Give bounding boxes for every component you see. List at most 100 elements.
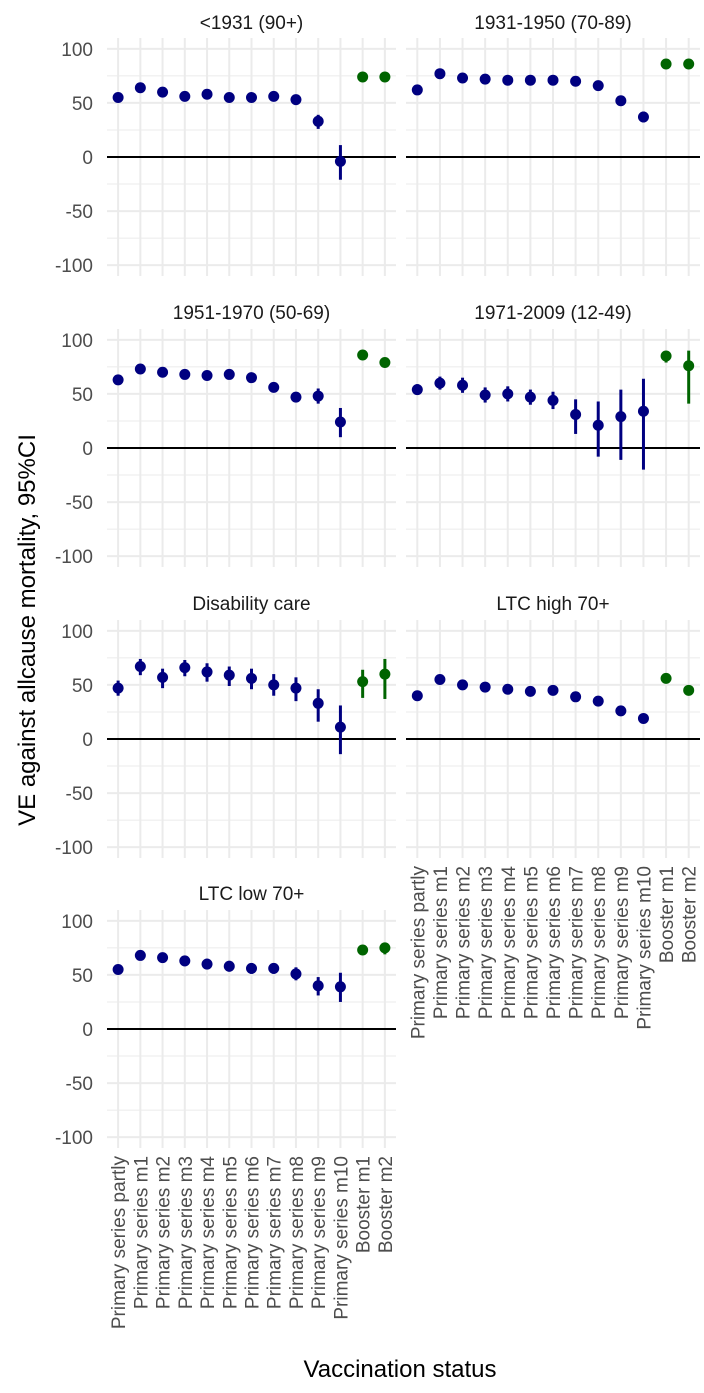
data-point [223,368,235,380]
y-tick-label: 100 [61,40,93,61]
y-tick-label: -100 [55,547,93,568]
x-tick-label: Primary series m2 [454,866,475,1019]
x-tick-label: Primary series m5 [220,1156,241,1309]
x-tick-label: Booster m2 [680,866,701,963]
panel: -100 -50 0 50 100 LTC low 70+ Primary series p… [55,884,397,1329]
x-tick-label: Primary series m7 [567,866,588,1019]
data-point [411,384,423,396]
data-point [312,390,324,402]
data-point [660,58,672,70]
data-point [683,684,695,696]
y-tick-label: -50 [66,202,93,223]
x-tick-label: Primary series m6 [243,1156,264,1309]
data-point [268,90,280,102]
data-point [457,679,469,691]
panel: -100 -50 0 50 100 1951-1970 (50-69) [55,303,396,568]
data-point [592,80,604,92]
data-point [246,92,257,103]
data-point [290,682,302,694]
data-point [637,111,649,123]
data-point [357,676,369,688]
panel-title: LTC high 70+ [496,594,609,615]
y-tick-label: 0 [82,439,93,460]
data-point [112,682,124,694]
data-point [570,75,582,87]
data-point [223,92,235,103]
data-point [502,388,514,400]
x-tick-label: Primary series partly [109,1156,130,1330]
x-axis-label: Vaccination status [304,1356,497,1383]
data-point [268,381,280,393]
y-tick-label: 100 [61,331,93,352]
x-tick-label: Primary series m10 [634,866,655,1030]
y-tick-label: -100 [55,256,93,277]
y-tick-label: 100 [61,912,93,933]
data-point [112,964,124,975]
data-point [246,372,257,384]
data-point [434,674,446,685]
data-point [570,691,582,703]
data-point [660,672,672,684]
data-point [134,661,146,673]
data-point [357,944,369,956]
x-tick-label: Primary series m3 [476,866,497,1019]
data-point [434,68,446,80]
data-point [134,82,146,94]
data-point [502,683,514,695]
data-point [223,960,235,972]
data-point [179,662,191,674]
x-tick-label: Primary series m7 [265,1156,286,1309]
y-tick-label: 100 [61,622,93,643]
data-point [615,95,627,107]
x-tick-label: Primary series m4 [198,1156,219,1310]
data-point [524,74,536,86]
data-point [434,377,446,389]
data-point [592,419,604,431]
y-tick-label: 50 [72,94,93,115]
x-tick-label: Primary series m3 [176,1156,197,1309]
data-point [268,962,280,974]
data-point [223,669,235,681]
data-point [615,411,627,423]
data-point [457,379,469,391]
data-point [268,679,280,691]
data-point [179,90,191,102]
x-tick-label: Primary series m1 [431,866,452,1019]
y-tick-label: 50 [72,676,93,697]
data-point [312,980,324,992]
data-point [112,374,124,386]
data-point [201,370,213,382]
x-tick-label: Primary series m8 [287,1156,308,1309]
data-point [312,697,324,709]
y-tick-label: -50 [66,493,93,514]
data-point [637,712,649,724]
data-point [379,668,391,680]
panel: 1971-2009 (12-49) [406,303,700,567]
data-point [379,357,391,369]
y-tick-label: 0 [82,1020,93,1041]
data-point [134,363,146,375]
data-point [547,394,559,406]
x-tick-label: Primary series m8 [589,866,610,1019]
x-tick-label: Booster m2 [376,1156,397,1253]
data-point [201,666,213,678]
data-point [411,690,423,702]
y-tick-label: 50 [72,966,93,987]
x-tick-label: Primary series m2 [154,1156,175,1309]
y-tick-label: -100 [55,838,93,859]
data-point [246,672,257,684]
x-tick-label: Primary series m9 [612,866,633,1019]
x-tick-label: Primary series m5 [521,866,542,1019]
y-tick-label: -50 [66,784,93,805]
data-point [524,391,536,403]
panel-title: LTC low 70+ [199,884,305,905]
x-tick-label: Primary series m6 [544,866,565,1019]
y-tick-label: 0 [82,730,93,751]
data-point [570,408,582,420]
y-tick-label: -100 [55,1128,93,1149]
panel-title: Disability care [192,594,310,615]
x-tick-label: Primary series m9 [309,1156,330,1309]
data-point [357,71,369,83]
y-tick-label: 0 [82,148,93,169]
